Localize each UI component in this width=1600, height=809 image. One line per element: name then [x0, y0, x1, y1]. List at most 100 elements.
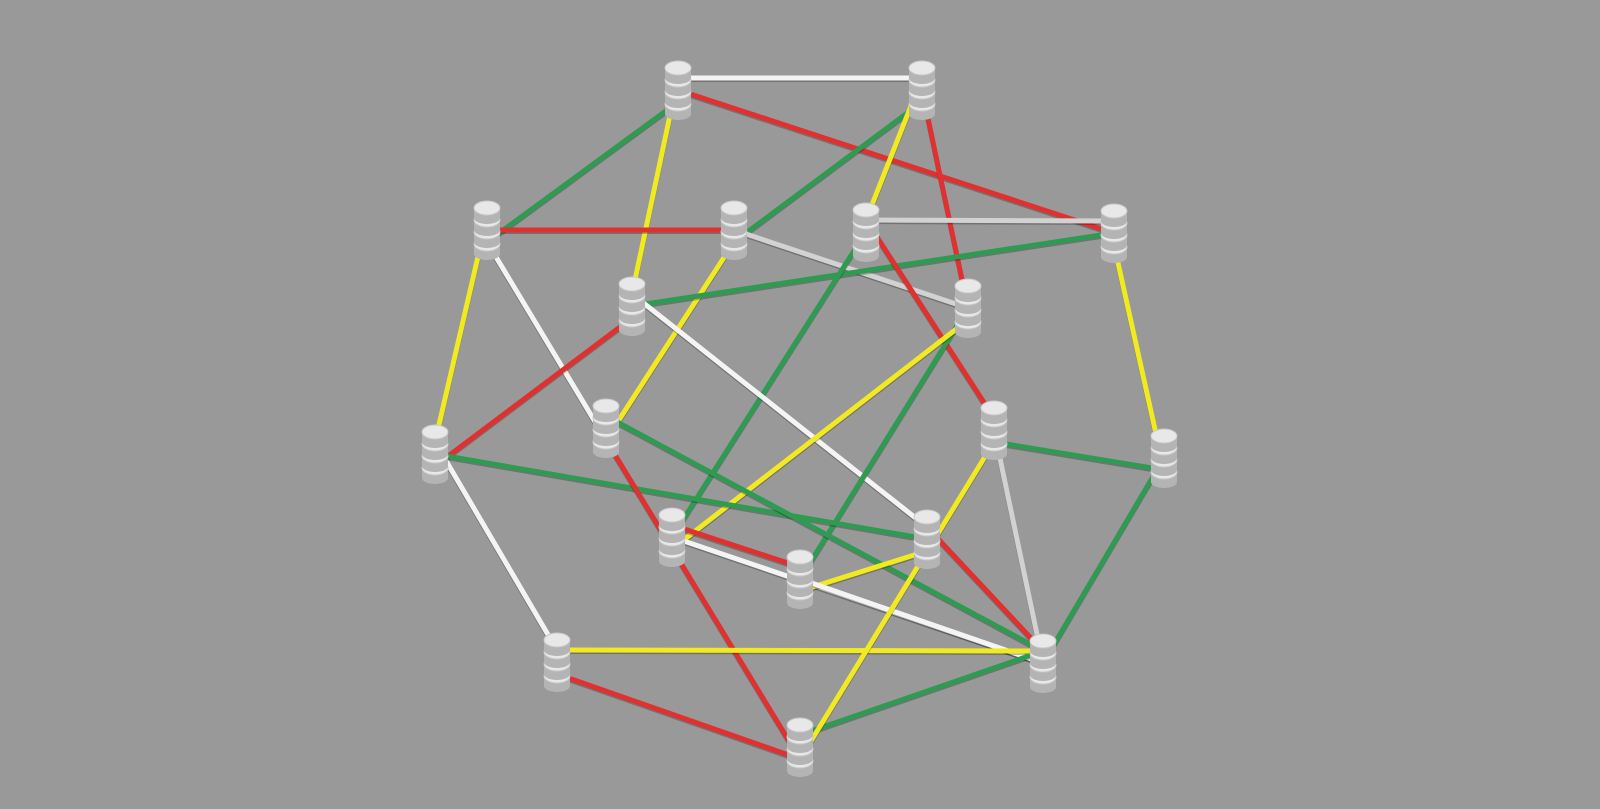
peg-layer	[421, 60, 1178, 777]
peg-disc-bottom	[665, 72, 691, 84]
peg-stack	[720, 200, 748, 260]
rod-white-G-N	[629, 291, 930, 530]
peg-stack	[658, 507, 686, 567]
peg-disc-bottom	[593, 410, 619, 422]
peg-disc-bottom	[1101, 251, 1127, 263]
peg-disc-bottom	[1151, 440, 1177, 452]
peg-disc-bottom	[544, 668, 570, 680]
peg-disc-bottom	[787, 561, 813, 573]
peg-disc-bottom	[593, 422, 619, 434]
peg-disc-bottom	[853, 214, 879, 226]
rod-grey-D-H	[731, 227, 971, 311]
peg-disc-bottom	[1101, 215, 1127, 227]
peg-disc-bottom	[914, 533, 940, 545]
peg-disc-bottom	[659, 531, 685, 543]
rod-red-P-R	[554, 671, 803, 762]
peg-disc-bottom	[544, 656, 570, 668]
peg-stack	[1150, 428, 1178, 488]
peg-disc-bottom	[853, 226, 879, 238]
rod-green-B-D	[731, 99, 925, 245]
peg-disc-bottom	[721, 212, 747, 224]
rod-green-E-M	[669, 229, 869, 540]
peg-disc-bottom	[721, 248, 747, 260]
peg-disc-top	[1100, 203, 1128, 219]
peg-disc-bottom	[1101, 239, 1127, 251]
peg-disc-bottom	[474, 236, 500, 248]
rod-green-R-S	[797, 648, 1046, 738]
peg-disc-top	[913, 509, 941, 525]
peg-disc-bottom	[422, 448, 448, 460]
peg-disc-bottom	[787, 753, 813, 765]
peg-disc-bottom	[422, 472, 448, 484]
peg-disc-bottom	[1151, 476, 1177, 488]
peg-disc-bottom	[474, 248, 500, 260]
peg-disc-top	[658, 507, 686, 523]
peg-disc-bottom	[474, 224, 500, 236]
peg-disc-bottom	[1151, 452, 1177, 464]
peg-disc-top	[664, 60, 692, 76]
peg-stack	[1029, 633, 1057, 693]
peg-disc-top	[908, 60, 936, 76]
rod-red-N-S	[924, 524, 1046, 654]
peg-disc-bottom	[981, 448, 1007, 460]
peg-stack	[913, 509, 941, 569]
peg-disc-top	[954, 278, 982, 294]
rod-red-G-I	[432, 315, 635, 469]
rod-red-B-H	[919, 87, 971, 311]
peg-disc-bottom	[619, 312, 645, 324]
peg-disc-bottom	[593, 434, 619, 446]
peg-disc-top	[421, 424, 449, 440]
peg-disc-bottom	[474, 212, 500, 224]
peg-disc-bottom	[787, 729, 813, 741]
peg-disc-bottom	[981, 412, 1007, 424]
peg-disc-bottom	[593, 446, 619, 458]
peg-disc-bottom	[659, 555, 685, 567]
peg-disc-bottom	[853, 250, 879, 262]
peg-disc-bottom	[1030, 669, 1056, 681]
peg-stack	[954, 278, 982, 338]
peg-stack	[592, 398, 620, 458]
rod-yellow-K-R	[797, 439, 997, 762]
peg-stack	[980, 400, 1008, 460]
peg-disc-bottom	[422, 436, 448, 448]
rod-white-I-P	[432, 439, 560, 653]
peg-disc-bottom	[955, 314, 981, 326]
peg-disc-bottom	[721, 224, 747, 236]
peg-disc-bottom	[619, 324, 645, 336]
peg-disc-bottom	[665, 108, 691, 120]
peg-disc-bottom	[981, 436, 1007, 448]
peg-disc-bottom	[955, 326, 981, 338]
rod-green-J-Q	[603, 413, 1046, 654]
rod-red-A-F	[675, 87, 1117, 236]
peg-disc-top	[473, 200, 501, 216]
peg-stack	[786, 717, 814, 777]
rod-red-M-O	[669, 522, 803, 570]
peg-stack	[908, 60, 936, 120]
peg-disc-bottom	[1101, 227, 1127, 239]
peg-disc-bottom	[909, 108, 935, 120]
peg-disc-bottom	[665, 96, 691, 108]
peg-disc-bottom	[787, 765, 813, 777]
peg-disc-top	[720, 200, 748, 216]
peg-disc-top	[786, 549, 814, 565]
peg-stack	[618, 276, 646, 336]
rod-green-K-L	[991, 439, 1167, 473]
peg-disc-top	[1150, 428, 1178, 444]
peg-disc-bottom	[909, 96, 935, 108]
peg-disc-bottom	[619, 288, 645, 300]
peg-disc-bottom	[914, 521, 940, 533]
rod-green-F-G	[629, 230, 1117, 309]
rod-green-A-C	[484, 99, 681, 245]
peg-disc-top	[618, 276, 646, 292]
peg-disc-bottom	[1151, 464, 1177, 476]
peg-disc-bottom	[721, 236, 747, 248]
peg-disc-bottom	[1030, 657, 1056, 669]
rod-red-J-R	[603, 437, 803, 762]
peg-disc-bottom	[955, 290, 981, 302]
peg-stack	[664, 60, 692, 120]
peg-disc-bottom	[544, 680, 570, 692]
peg-disc-bottom	[665, 84, 691, 96]
peg-stack	[852, 202, 880, 262]
rod-white-C-J	[484, 239, 609, 443]
peg-disc-bottom	[787, 597, 813, 609]
